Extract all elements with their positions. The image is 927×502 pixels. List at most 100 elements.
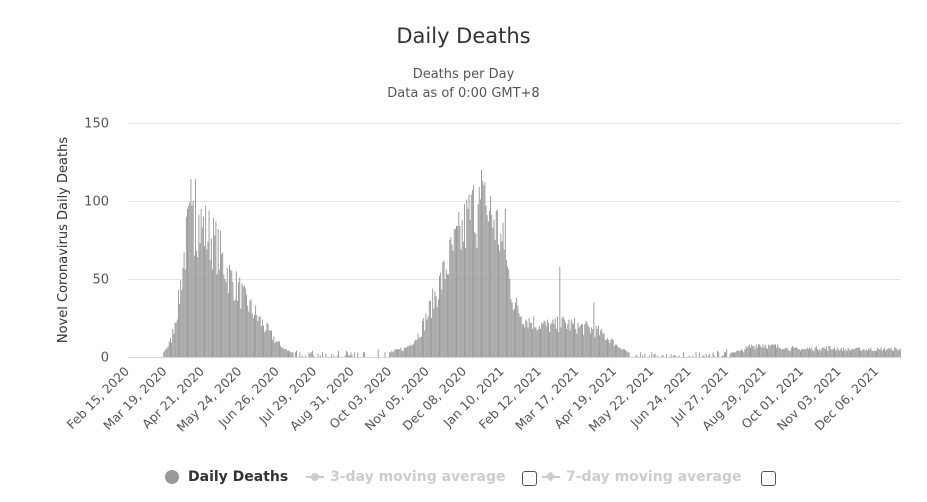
bar — [442, 261, 444, 357]
x-tick-label: May 22, 2021 — [585, 364, 656, 435]
bar — [740, 349, 742, 357]
bar — [584, 324, 586, 357]
bar — [828, 346, 830, 357]
bar — [313, 355, 314, 357]
bar — [515, 302, 517, 357]
bar — [576, 333, 578, 357]
bar — [462, 241, 464, 357]
bar — [780, 349, 782, 357]
bar — [778, 347, 780, 357]
bar — [194, 179, 196, 357]
bar — [520, 316, 522, 357]
bar — [397, 349, 398, 357]
bar — [437, 299, 439, 357]
bar — [348, 355, 350, 357]
bar — [418, 338, 420, 357]
bar — [795, 347, 797, 357]
bar — [570, 319, 572, 357]
bar — [181, 289, 183, 357]
bar — [713, 355, 715, 357]
bar — [893, 350, 895, 357]
bar — [406, 347, 408, 357]
bar — [501, 241, 503, 357]
bar — [837, 347, 839, 357]
bar — [672, 355, 674, 357]
bar — [288, 350, 290, 357]
bar — [226, 268, 228, 357]
bar — [889, 349, 891, 357]
bar — [755, 344, 757, 357]
bar — [196, 250, 198, 357]
bar — [188, 205, 190, 357]
bar — [595, 325, 597, 357]
bar — [567, 324, 569, 357]
bar — [468, 194, 470, 357]
bar — [517, 305, 519, 357]
bar — [695, 352, 697, 357]
bar — [311, 350, 313, 357]
bar — [395, 349, 397, 357]
bar — [568, 319, 570, 357]
7-day-average-checkbox[interactable] — [761, 471, 776, 486]
bar — [767, 349, 769, 357]
bar — [753, 346, 755, 357]
bar — [747, 346, 749, 357]
bar — [274, 342, 276, 357]
bar — [229, 264, 230, 357]
bar — [416, 339, 418, 357]
bar — [869, 349, 871, 357]
bar — [167, 346, 169, 357]
bar — [276, 341, 278, 357]
bar — [557, 316, 559, 357]
bar — [433, 308, 435, 357]
bar — [708, 355, 709, 357]
bar — [885, 350, 887, 357]
bar — [439, 275, 440, 357]
bar — [503, 249, 505, 357]
legend-item-3-day-average[interactable]: 3-day moving average — [306, 469, 506, 485]
legend-item-daily-deaths[interactable]: Daily Deaths — [165, 469, 288, 485]
bar — [765, 347, 767, 357]
grid-lines — [128, 123, 901, 280]
bar — [896, 349, 898, 357]
bar — [857, 347, 859, 357]
bar — [736, 350, 738, 357]
bar — [864, 350, 866, 357]
bar — [532, 328, 534, 357]
bar — [843, 347, 845, 357]
bar — [616, 344, 618, 357]
bar — [759, 344, 761, 357]
bar — [184, 269, 186, 357]
bar — [168, 341, 170, 357]
bar — [526, 321, 528, 357]
3-day-average-checkbox[interactable] — [522, 471, 537, 486]
bar — [787, 349, 789, 357]
bar — [454, 229, 456, 357]
bar — [582, 324, 583, 357]
bar — [578, 327, 580, 357]
bar — [817, 349, 818, 357]
bar — [802, 349, 804, 357]
bar — [409, 344, 411, 357]
bar — [621, 349, 623, 357]
bar — [855, 347, 857, 357]
bar — [830, 349, 832, 357]
bar — [322, 352, 324, 357]
bar — [819, 349, 821, 357]
bar — [170, 338, 171, 357]
bar — [488, 210, 490, 357]
legend-item-7-day-average[interactable]: 7-day moving average — [542, 469, 742, 485]
bar — [402, 350, 404, 357]
bar — [175, 322, 177, 357]
bar — [823, 347, 825, 357]
bar — [698, 352, 700, 357]
bar — [777, 344, 779, 357]
bar — [805, 349, 807, 357]
bar — [788, 350, 790, 357]
bar — [474, 232, 476, 357]
bar — [519, 316, 521, 357]
bar — [585, 321, 587, 357]
bar — [176, 319, 178, 357]
legend-label: Daily Deaths — [188, 469, 289, 485]
bar — [562, 316, 564, 357]
